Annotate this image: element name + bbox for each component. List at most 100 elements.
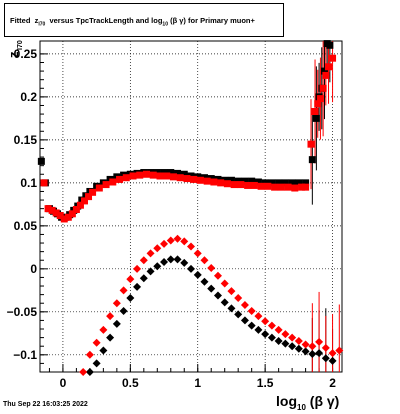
data-point bbox=[176, 174, 184, 182]
data-point bbox=[166, 255, 175, 264]
data-point bbox=[308, 156, 316, 164]
data-point bbox=[302, 179, 310, 187]
data-point bbox=[220, 298, 229, 307]
data-point bbox=[237, 181, 245, 189]
data-point bbox=[213, 271, 222, 280]
data-point bbox=[268, 179, 276, 187]
data-point bbox=[307, 140, 315, 148]
data-point bbox=[328, 349, 337, 358]
data-point bbox=[92, 338, 101, 347]
data-point bbox=[146, 249, 155, 258]
data-point bbox=[240, 300, 249, 309]
data-point bbox=[64, 213, 72, 221]
data-point bbox=[207, 263, 216, 272]
data-point bbox=[254, 178, 262, 186]
data-point bbox=[207, 284, 216, 293]
data-point bbox=[223, 180, 231, 188]
data-point bbox=[133, 282, 142, 291]
data-point bbox=[217, 179, 225, 187]
data-point bbox=[203, 177, 211, 185]
data-point bbox=[335, 346, 344, 355]
data-point bbox=[257, 182, 265, 190]
data-point bbox=[79, 368, 88, 376]
data-point bbox=[80, 197, 88, 205]
data-point bbox=[112, 299, 121, 308]
y-tick-label: 0.2 bbox=[20, 90, 37, 104]
data-point bbox=[234, 310, 243, 319]
data-point bbox=[174, 169, 182, 177]
data-point bbox=[72, 206, 80, 214]
data-point bbox=[291, 184, 299, 192]
data-point bbox=[301, 347, 310, 356]
data-point bbox=[149, 171, 157, 179]
data-point bbox=[321, 354, 330, 363]
data-point bbox=[122, 174, 130, 182]
data-point bbox=[173, 234, 182, 243]
data-point bbox=[112, 319, 121, 328]
grid-lines bbox=[40, 41, 342, 372]
data-point bbox=[281, 339, 290, 348]
data-point bbox=[311, 107, 319, 115]
data-point bbox=[284, 183, 292, 191]
y-axis-label: z I70 bbox=[6, 40, 24, 58]
data-point bbox=[85, 368, 94, 376]
data-point bbox=[277, 183, 285, 191]
data-point bbox=[210, 178, 218, 186]
x-tick-label: 2 bbox=[329, 376, 336, 390]
data-point bbox=[234, 294, 243, 303]
data-point bbox=[160, 257, 169, 266]
y-axis-label-main: z bbox=[6, 51, 21, 58]
data-point bbox=[267, 321, 276, 330]
data-point bbox=[250, 181, 258, 189]
data-point bbox=[183, 175, 191, 183]
data-point bbox=[244, 181, 252, 189]
data-point bbox=[56, 212, 64, 220]
data-point bbox=[133, 264, 142, 273]
data-point bbox=[106, 312, 115, 321]
data-point bbox=[274, 325, 283, 334]
data-point bbox=[37, 157, 45, 165]
data-point bbox=[302, 183, 310, 191]
data-point bbox=[241, 177, 249, 185]
data-point bbox=[329, 54, 337, 62]
data-point bbox=[44, 205, 52, 213]
data-point bbox=[95, 184, 103, 192]
y-tick-label: 0.25 bbox=[14, 47, 38, 61]
y-tick-label: 0.15 bbox=[14, 133, 38, 147]
data-point bbox=[254, 312, 263, 321]
data-point bbox=[328, 356, 337, 365]
data-point bbox=[99, 346, 108, 355]
data-point bbox=[274, 337, 283, 346]
data-point bbox=[281, 179, 289, 187]
data-point bbox=[143, 170, 151, 178]
axis-ticks: 0 0.5 1 1.5 2 −0.1 −0.05 0 0.05 0.1 0.15 0.2 0.25 bbox=[7, 47, 337, 390]
x-tick-label: 1.5 bbox=[257, 376, 274, 390]
data-point bbox=[193, 249, 202, 258]
y-tick-label: −0.1 bbox=[13, 348, 37, 362]
data-point bbox=[315, 349, 324, 358]
chart-title: Fitted zI70 versus TpcTrackLength and lo… bbox=[4, 3, 284, 37]
data-point bbox=[102, 181, 110, 189]
data-point bbox=[116, 175, 124, 183]
data-point bbox=[92, 359, 101, 368]
data-point bbox=[288, 179, 296, 187]
data-point bbox=[264, 182, 272, 190]
data-point bbox=[248, 177, 256, 185]
data-point bbox=[288, 342, 297, 351]
data-point bbox=[308, 349, 317, 358]
y-tick-label: −0.05 bbox=[7, 305, 38, 319]
data-point bbox=[156, 172, 164, 180]
data-point bbox=[320, 67, 328, 75]
data-point bbox=[173, 255, 182, 264]
data-point bbox=[322, 71, 330, 79]
data-point bbox=[247, 306, 256, 315]
data-point bbox=[326, 41, 334, 49]
data-point bbox=[76, 201, 84, 209]
data-point bbox=[169, 173, 177, 181]
data-point bbox=[288, 333, 297, 342]
y-tick-label: 0.1 bbox=[20, 176, 37, 190]
data-point bbox=[89, 188, 97, 196]
data-point bbox=[190, 175, 198, 183]
data-point bbox=[85, 193, 93, 201]
